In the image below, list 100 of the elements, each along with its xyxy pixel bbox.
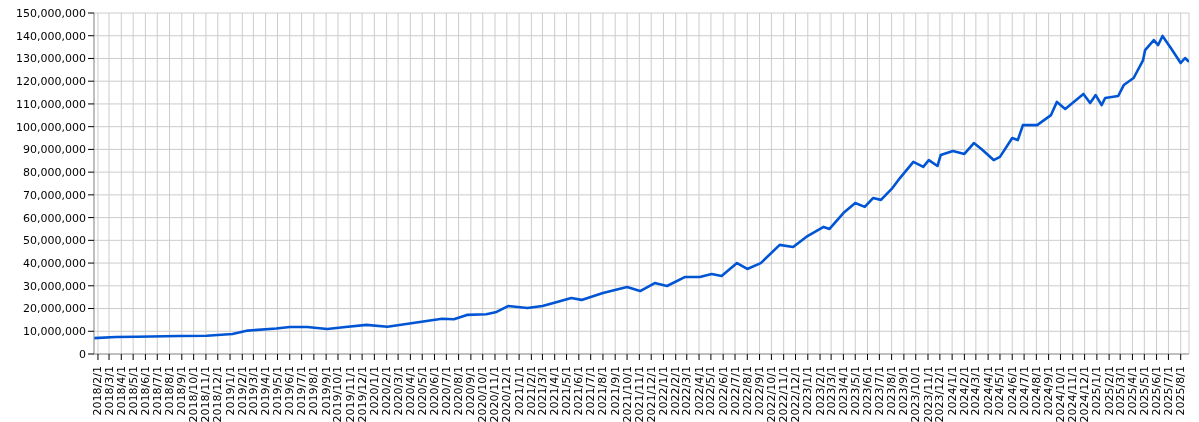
x-tick-label: 2024/4/1 [981, 366, 995, 416]
x-tick-label: 2019/10/1 [331, 366, 345, 422]
y-tick-label: 40,000,000 [23, 256, 86, 270]
x-tick-label: 2023/6/1 [861, 366, 874, 416]
y-tick-label: 130,000,000 [16, 52, 86, 66]
x-tick-label: 2022/2/1 [669, 366, 683, 416]
x-tick-label: 2024/9/1 [1042, 366, 1056, 416]
x-tick-label: 2021/2/1 [524, 366, 538, 416]
x-tick-label: 2019/1/1 [223, 366, 237, 416]
x-tick-label: 2024/3/1 [969, 366, 983, 416]
x-tick-label: 2021/9/1 [608, 366, 622, 416]
x-tick-label: 2020/9/1 [464, 366, 478, 416]
x-tick-label: 2023/7/1 [872, 366, 886, 416]
x-tick-label: 2024/7/1 [1017, 366, 1031, 416]
x-tick-label: 2022/10/1 [764, 366, 778, 422]
x-tick-label: 2024/10/1 [1053, 366, 1067, 422]
x-tick-label: 2022/1/1 [656, 366, 670, 416]
x-tick-label: 2020/5/1 [415, 366, 429, 416]
x-tick-label: 2022/3/1 [680, 366, 694, 416]
x-tick-label: 2020/6/1 [427, 366, 441, 416]
y-tick-label: 30,000,000 [23, 279, 86, 293]
x-tick-label: 2023/10/1 [909, 366, 923, 422]
x-tick-label: 2020/12/1 [500, 366, 514, 422]
y-tick-label: 90,000,000 [23, 143, 86, 157]
y-tick-label: 80,000,000 [23, 166, 86, 180]
x-tick-label: 2020/8/1 [452, 366, 466, 416]
x-tick-label: 2020/7/1 [439, 366, 453, 416]
x-tick-label: 2018/7/1 [150, 366, 164, 416]
x-tick-label: 2024/5/1 [993, 366, 1007, 416]
x-tick-label: 2018/3/1 [102, 366, 116, 416]
y-tick-label: 140,000,000 [16, 29, 86, 43]
y-tick-label: 70,000,000 [23, 188, 86, 202]
x-tick-label: 2020/3/1 [391, 366, 405, 416]
line-series [94, 34, 1189, 340]
x-tick-label: 2019/6/1 [283, 366, 297, 416]
x-tick-label: 2022/12/1 [789, 366, 803, 422]
x-tick-label: 2019/8/1 [307, 366, 321, 416]
x-tick-label: 2021/5/1 [560, 366, 574, 416]
x-tick-label: 2018/8/1 [163, 366, 177, 416]
x-tick-label: 2019/11/1 [343, 366, 357, 422]
x-tick-label: 2018/2/1 [91, 366, 105, 416]
x-tick-label: 2024/1/1 [945, 366, 959, 416]
x-tick-label: 2021/4/1 [548, 366, 562, 416]
y-tick-label: 120,000,000 [16, 75, 86, 89]
y-tick-label: 20,000,000 [23, 302, 86, 316]
x-tick-label: 2019/5/1 [270, 366, 284, 416]
x-tick-label: 2019/12/1 [355, 366, 369, 422]
y-tick-label: 50,000,000 [23, 234, 86, 248]
x-tick-label: 2025/7/1 [1161, 366, 1175, 416]
y-tick-label: 10,000,000 [23, 325, 86, 339]
x-tick-label: 2022/5/1 [704, 366, 718, 416]
x-tick-label: 2023/11/1 [921, 366, 935, 422]
x-tick-label: 2023/3/1 [824, 366, 838, 416]
x-tick-label: 2020/10/1 [476, 366, 490, 422]
x-tick-label: 2024/2/1 [957, 366, 971, 416]
y-tick-label: 60,000,000 [23, 211, 86, 225]
x-tick-label: 2025/8/1 [1174, 366, 1188, 416]
x-tick-label: 2020/2/1 [380, 366, 394, 416]
y-tick-label: 100,000,000 [16, 120, 86, 134]
x-tick-label: 2023/8/1 [885, 366, 899, 416]
x-tick-label: 2020/11/1 [488, 366, 502, 422]
y-tick-label: 150,000,000 [16, 6, 86, 20]
x-tick-label: 2023/2/1 [813, 366, 827, 416]
x-tick-label: 2023/4/1 [836, 366, 850, 416]
x-tick-label: 2021/3/1 [535, 366, 549, 416]
x-tick-label: 2022/8/1 [740, 366, 754, 416]
x-tick-label: 2024/12/1 [1078, 366, 1092, 422]
x-tick-label: 2018/4/1 [114, 366, 128, 416]
x-tick-label: 2019/7/1 [295, 366, 309, 416]
x-tick-label: 2019/2/1 [235, 366, 249, 416]
x-tick-label: 2022/9/1 [753, 366, 767, 416]
x-tick-label: 2018/10/1 [187, 366, 201, 422]
x-tick-label: 2018/5/1 [126, 366, 140, 416]
x-tick-label: 2018/6/1 [138, 366, 152, 416]
x-tick-label: 2021/8/1 [596, 366, 610, 416]
x-tick-label: 2021/7/1 [584, 366, 598, 416]
x-tick-label: 2025/3/1 [1113, 366, 1127, 416]
x-tick-label: 2020/4/1 [403, 366, 417, 416]
x-tick-label: 2022/6/1 [716, 366, 730, 416]
x-tick-label: 2025/6/1 [1150, 366, 1164, 416]
x-tick-label: 2019/3/1 [246, 366, 260, 416]
x-tick-label: 2024/11/1 [1066, 366, 1080, 422]
x-tick-label: 2023/5/1 [848, 366, 862, 416]
x-tick-label: 2022/4/1 [692, 366, 706, 416]
x-tick-label: 2022/11/1 [777, 366, 791, 422]
x-tick-label: 2019/4/1 [259, 366, 273, 416]
x-tick-label: 2018/11/1 [199, 366, 213, 422]
x-tick-label: 2019/9/1 [319, 366, 333, 416]
x-tick-label: 2021/6/1 [572, 366, 586, 416]
x-tick-label: 2025/4/1 [1125, 366, 1139, 416]
x-tick-label: 2023/12/1 [933, 366, 947, 422]
y-tick-label: 110,000,000 [16, 97, 86, 111]
x-tick-label: 2025/1/1 [1090, 366, 1104, 416]
y-tick-label: 0 [79, 347, 86, 361]
x-tick-label: 2025/5/1 [1137, 366, 1151, 416]
x-tick-label: 2022/7/1 [728, 366, 742, 416]
x-tick-label: 2020/1/1 [367, 366, 381, 416]
x-tick-label: 2021/11/1 [632, 366, 646, 422]
x-tick-label: 2018/12/1 [211, 366, 225, 422]
x-tick-label: 2023/9/1 [897, 366, 911, 416]
